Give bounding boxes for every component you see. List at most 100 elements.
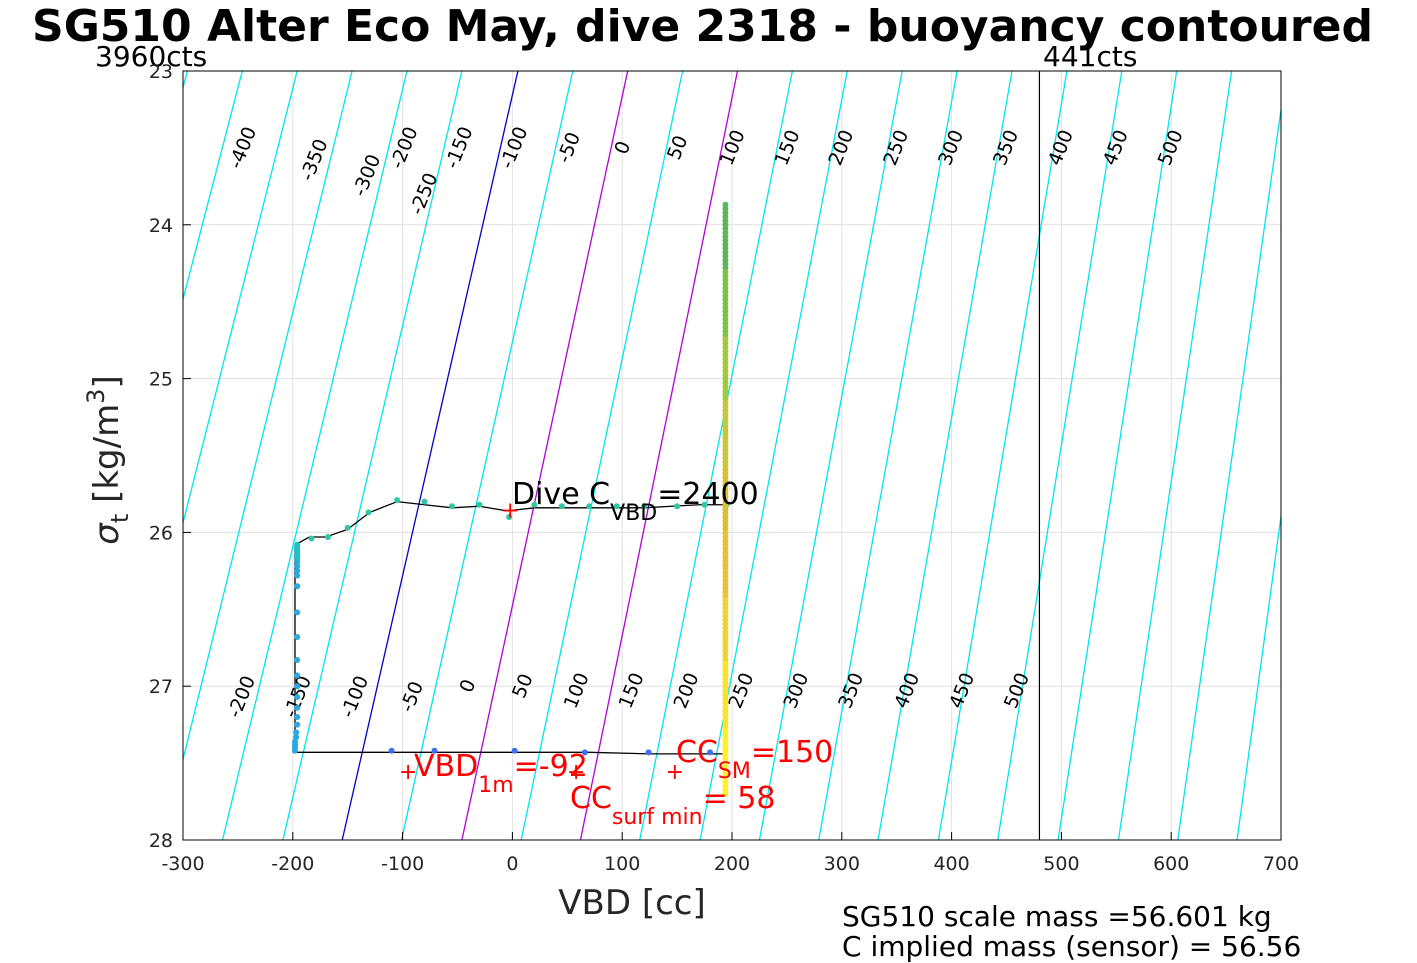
y-axis-label-close: ] xyxy=(87,375,127,388)
upper-point xyxy=(344,524,351,531)
chart-title: SG510 Alter Eco May, dive 2318 - buoyanc… xyxy=(32,1,1373,52)
vbd-1m-text-value: =-92 xyxy=(514,749,588,784)
y-axis-label-sub: t xyxy=(106,514,134,523)
upper-point xyxy=(641,503,648,510)
contour-line xyxy=(579,71,739,840)
contour-line xyxy=(1236,511,1281,840)
cc-surf-min-text-sub: surf min xyxy=(612,805,703,830)
x-tick-label: 500 xyxy=(1043,853,1079,875)
dive-point xyxy=(294,567,301,574)
implied-mass-note: C implied mass (sensor) = 56.56 xyxy=(842,930,1302,963)
upper-point xyxy=(421,498,428,505)
cc-sm-text-value: =150 xyxy=(751,735,833,770)
upper-point xyxy=(324,534,331,541)
dive-point xyxy=(293,733,300,740)
scale-mass-note: SG510 scale mass =56.601 kg xyxy=(842,900,1272,933)
cc-sm-text: CCSM=150 xyxy=(676,735,833,784)
y-axis-label-sigma: σ xyxy=(87,522,127,545)
bottom-point xyxy=(388,747,395,754)
dive-point xyxy=(294,693,301,700)
dive-c-vbd-text-value: =2400 xyxy=(657,477,758,512)
y-axis-label: σt [kg/m3] xyxy=(82,375,134,544)
x-tick-label: -300 xyxy=(161,853,204,875)
contour-line xyxy=(183,71,298,526)
dive-c-vbd-text-main: Dive C xyxy=(512,477,610,512)
profile-line-bottom xyxy=(294,751,727,755)
y-tick-label: 26 xyxy=(149,522,173,544)
upper-point xyxy=(449,503,456,510)
y-tick-label: 27 xyxy=(149,676,173,698)
dive-point xyxy=(294,609,301,616)
bottom-point xyxy=(707,749,714,756)
dive-point xyxy=(294,657,301,664)
upper-point xyxy=(531,501,538,508)
bottom-point xyxy=(581,749,588,756)
contour-line xyxy=(1177,105,1281,840)
contour-line xyxy=(1057,71,1178,840)
upper-point xyxy=(701,501,708,508)
cc-surf-min-marker: + xyxy=(567,760,585,785)
contour-line xyxy=(520,71,684,840)
y-axis: 23 24 25 26 27 28 xyxy=(149,61,191,852)
dive-point xyxy=(294,704,301,711)
dive-point xyxy=(294,713,301,720)
upper-point xyxy=(558,503,565,510)
dive-c-vbd-text: Dive CVBD=2400 xyxy=(512,477,759,526)
upper-point xyxy=(365,509,372,516)
contour-line xyxy=(183,71,243,302)
dive-point xyxy=(291,738,298,745)
contour-line xyxy=(282,71,463,840)
contour-line xyxy=(0,71,18,840)
dive-point xyxy=(294,563,301,570)
dive-c-vbd-marker: + xyxy=(501,498,519,523)
vbd-1m-text-main: VBD xyxy=(414,749,478,784)
contour-line xyxy=(221,71,408,840)
cc-surf-min-text-value: = 58 xyxy=(703,781,776,816)
data-points xyxy=(291,201,730,797)
cc-surf-min-text-main: CC xyxy=(570,781,612,816)
cc-sm-text-main: CC xyxy=(676,735,718,770)
x-tick-label: 700 xyxy=(1263,853,1299,875)
dive-point xyxy=(293,729,300,736)
contour-lines xyxy=(0,71,1281,840)
bottom-point xyxy=(645,749,652,756)
contour-line xyxy=(461,71,629,840)
upper-point xyxy=(506,514,513,521)
cc-surf-min-text: CCsurf min= 58 xyxy=(570,781,775,830)
x-tick-label: 200 xyxy=(714,853,750,875)
upper-point xyxy=(308,535,315,542)
dive-point xyxy=(294,583,301,590)
upper-point xyxy=(394,497,401,504)
contour-line xyxy=(818,71,958,840)
cc-sm-marker: + xyxy=(666,760,684,785)
y-tick-label: 23 xyxy=(149,61,173,83)
contour-line xyxy=(997,71,1123,840)
contour-line xyxy=(341,71,519,840)
contour-line xyxy=(183,71,353,763)
x-tick-label: -100 xyxy=(381,853,424,875)
x-tick-label: 100 xyxy=(604,853,640,875)
y-tick-label: 28 xyxy=(149,830,173,852)
upper-point xyxy=(586,503,593,510)
x-tick-label: 400 xyxy=(933,853,969,875)
vbd-1m-text: VBD1m=-92 xyxy=(414,749,588,798)
upper-point xyxy=(476,501,483,508)
dive-point xyxy=(294,633,301,640)
dive-c-vbd-text-sub: VBD xyxy=(610,501,657,526)
dive-point xyxy=(294,672,301,679)
x-tick-label: 300 xyxy=(824,853,860,875)
vbd-1m-marker: + xyxy=(399,760,417,785)
x-tick-label: -200 xyxy=(271,853,314,875)
contour-line xyxy=(937,71,1068,840)
x-tick-label: 600 xyxy=(1153,853,1189,875)
dive-point xyxy=(294,721,301,728)
dive-point xyxy=(294,554,301,561)
upper-point xyxy=(674,503,681,510)
y-axis-label-unit: [kg/m xyxy=(87,404,127,514)
y-tick-label: 24 xyxy=(149,215,173,237)
contour-line xyxy=(400,71,574,840)
profile-line-upper xyxy=(294,500,727,753)
bottom-point xyxy=(431,747,438,754)
contour-line xyxy=(1117,71,1233,840)
